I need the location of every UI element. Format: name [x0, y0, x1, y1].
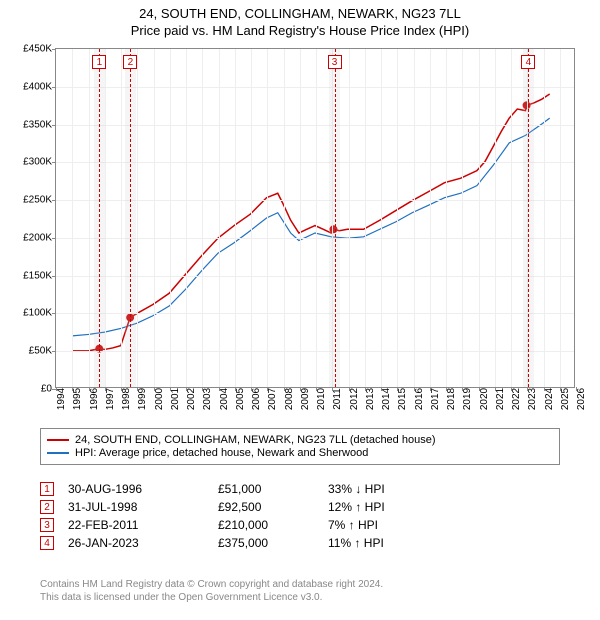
y-axis-label: £100K — [23, 308, 52, 319]
transaction-date: 26-JAN-2023 — [68, 536, 218, 550]
x-axis-label: 2023 — [527, 388, 538, 410]
x-axis-label: 2014 — [381, 388, 392, 410]
transaction-marker-box: 3 — [40, 518, 54, 532]
page: 24, SOUTH END, COLLINGHAM, NEWARK, NG23 … — [0, 0, 600, 620]
transaction-pct: 7% ↑ HPI — [328, 518, 478, 532]
transaction-pct: 11% ↑ HPI — [328, 536, 478, 550]
legend-row-red: 24, SOUTH END, COLLINGHAM, NEWARK, NG23 … — [47, 434, 553, 446]
x-axis-label: 2017 — [430, 388, 441, 410]
transaction-date: 31-JUL-1998 — [68, 500, 218, 514]
title-line-2: Price paid vs. HM Land Registry's House … — [0, 23, 600, 40]
chart-marker-box: 4 — [521, 55, 535, 69]
legend-swatch-blue — [47, 452, 69, 454]
transaction-date: 30-AUG-1996 — [68, 482, 218, 496]
transaction-price: £51,000 — [218, 482, 328, 496]
transaction-marker-box: 2 — [40, 500, 54, 514]
x-axis-label: 1994 — [56, 388, 67, 410]
x-axis-label: 2020 — [479, 388, 490, 410]
x-axis-label: 2003 — [202, 388, 213, 410]
y-axis-label: £250K — [23, 195, 52, 206]
x-axis-label: 2012 — [349, 388, 360, 410]
x-axis-label: 2015 — [397, 388, 408, 410]
legend-label-red: 24, SOUTH END, COLLINGHAM, NEWARK, NG23 … — [75, 434, 435, 446]
transaction-price: £92,500 — [218, 500, 328, 514]
x-axis-label: 2024 — [544, 388, 555, 410]
x-axis-label: 2021 — [495, 388, 506, 410]
x-axis-label: 2016 — [414, 388, 425, 410]
transaction-marker-box: 4 — [40, 536, 54, 550]
transaction-row: 1 30-AUG-1996£51,00033% ↓ HPI — [40, 482, 560, 496]
x-axis-label: 2025 — [560, 388, 571, 410]
x-axis-label: 2008 — [284, 388, 295, 410]
x-axis-label: 2000 — [154, 388, 165, 410]
y-axis-label: £0 — [41, 384, 52, 395]
title-block: 24, SOUTH END, COLLINGHAM, NEWARK, NG23 … — [0, 0, 600, 42]
transaction-price: £210,000 — [218, 518, 328, 532]
y-axis-label: £50K — [29, 346, 52, 357]
chart-marker-box: 3 — [328, 55, 342, 69]
x-axis-label: 1995 — [72, 388, 83, 410]
x-axis-label: 2019 — [462, 388, 473, 410]
y-axis-label: £450K — [23, 44, 52, 55]
legend-label-blue: HPI: Average price, detached house, Newa… — [75, 447, 368, 459]
x-axis-label: 2011 — [332, 388, 343, 410]
footer-line-1: Contains HM Land Registry data © Crown c… — [40, 578, 560, 591]
title-line-1: 24, SOUTH END, COLLINGHAM, NEWARK, NG23 … — [0, 6, 600, 23]
transaction-price: £375,000 — [218, 536, 328, 550]
transaction-pct: 12% ↑ HPI — [328, 500, 478, 514]
footer: Contains HM Land Registry data © Crown c… — [40, 578, 560, 604]
transaction-row: 3 22-FEB-2011£210,0007% ↑ HPI — [40, 518, 560, 532]
legend-row-blue: HPI: Average price, detached house, Newa… — [47, 447, 553, 459]
legend-swatch-red — [47, 439, 69, 441]
y-axis-label: £350K — [23, 119, 52, 130]
x-axis-label: 1999 — [137, 388, 148, 410]
price-chart: £0£50K£100K£150K£200K£250K£300K£350K£400… — [55, 48, 575, 388]
x-axis-label: 2002 — [186, 388, 197, 410]
x-axis-label: 1996 — [89, 388, 100, 410]
y-axis-label: £400K — [23, 81, 52, 92]
transaction-pct: 33% ↓ HPI — [328, 482, 478, 496]
y-axis-label: £200K — [23, 232, 52, 243]
x-axis-label: 2001 — [170, 388, 181, 410]
legend: 24, SOUTH END, COLLINGHAM, NEWARK, NG23 … — [40, 428, 560, 465]
x-axis-label: 2007 — [267, 388, 278, 410]
x-axis-label: 1998 — [121, 388, 132, 410]
x-axis-label: 2026 — [576, 388, 587, 410]
transaction-marker-box: 1 — [40, 482, 54, 496]
x-axis-label: 2005 — [235, 388, 246, 410]
x-axis-label: 2009 — [300, 388, 311, 410]
transaction-date: 22-FEB-2011 — [68, 518, 218, 532]
y-axis-label: £150K — [23, 270, 52, 281]
transaction-table: 1 30-AUG-1996£51,00033% ↓ HPI 2 31-JUL-1998… — [40, 478, 560, 554]
chart-marker-box: 2 — [123, 55, 137, 69]
transaction-row: 4 26-JAN-2023£375,00011% ↑ HPI — [40, 536, 560, 550]
footer-line-2: This data is licensed under the Open Gov… — [40, 591, 560, 604]
x-axis-label: 1997 — [105, 388, 116, 410]
y-axis-label: £300K — [23, 157, 52, 168]
chart-marker-box: 1 — [92, 55, 106, 69]
x-axis-label: 2010 — [316, 388, 327, 410]
x-axis-label: 2013 — [365, 388, 376, 410]
transaction-row: 2 31-JUL-1998£92,50012% ↑ HPI — [40, 500, 560, 514]
x-axis-label: 2006 — [251, 388, 262, 410]
x-axis-label: 2018 — [446, 388, 457, 410]
x-axis-label: 2004 — [219, 388, 230, 410]
x-axis-label: 2022 — [511, 388, 522, 410]
